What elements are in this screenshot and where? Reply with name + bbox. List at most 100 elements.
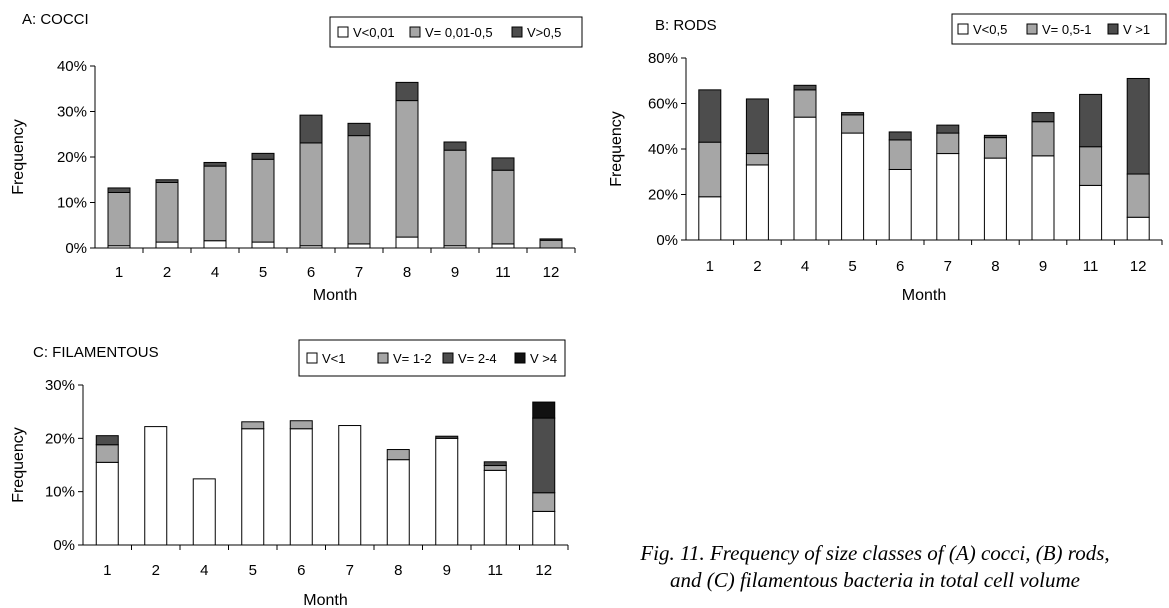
bar-segment [793, 89, 817, 118]
bar-segment [347, 135, 371, 245]
x-tick-label: 11 [495, 264, 511, 281]
x-tick-label: 6 [297, 562, 305, 579]
y-tick-label: 0% [656, 232, 678, 249]
bar-segment [983, 137, 1007, 159]
bar-segment [491, 157, 515, 171]
bar-segment [698, 196, 722, 241]
legend-swatch [337, 26, 349, 38]
y-tick-label: 80% [648, 50, 678, 67]
bar-segment [289, 428, 313, 546]
bar-segment [983, 134, 1007, 139]
bar-segment [888, 131, 912, 141]
y-tick-label: 20% [648, 187, 678, 204]
x-tick-label: 8 [991, 258, 999, 275]
y-tick-label: 30% [57, 104, 87, 121]
x-tick-label: 9 [443, 562, 451, 579]
bar-segment [338, 425, 362, 546]
bar-segment [395, 100, 419, 238]
x-tick-label: 7 [346, 562, 354, 579]
x-tick-label: 4 [211, 264, 219, 281]
y-tick-label: 20% [57, 149, 87, 166]
bar-segment [841, 132, 865, 241]
bar-segment [144, 426, 168, 546]
legend-swatch [306, 352, 318, 364]
legend: V<0,5 V= 0,5-1 V >1 [951, 13, 1167, 45]
bar-segment [1079, 184, 1103, 241]
legend-label: V<0,01 [353, 25, 395, 40]
bar-segment [251, 158, 275, 243]
bar-segment [936, 124, 960, 134]
legend-box [329, 16, 583, 48]
legend-label: V >4 [530, 351, 557, 366]
bar-segment [203, 165, 227, 242]
bar-segment [241, 428, 265, 546]
legend-swatch [1026, 23, 1038, 35]
bar-segment [155, 181, 179, 243]
bar-segment [532, 492, 556, 512]
y-tick-label: 60% [648, 96, 678, 113]
caption-line-2: and (C) filamentous bacteria in total ce… [669, 568, 1080, 592]
caption-line-1: Fig. 11. Frequency of size classes of (A… [640, 541, 1110, 565]
legend-box [951, 13, 1167, 45]
bar-segment [483, 469, 507, 546]
bar-segment [483, 461, 507, 467]
y-tick-label: 0% [53, 537, 75, 554]
bar-segment [1031, 112, 1055, 123]
x-tick-label: 1 [103, 562, 111, 579]
x-axis-label: Month [303, 592, 347, 608]
bar-segment [386, 449, 410, 461]
legend-label: V >1 [1123, 22, 1150, 37]
bar-segment [1079, 146, 1103, 186]
bar-segment [395, 236, 419, 249]
bar-segment [107, 187, 131, 193]
x-axis-label: Month [313, 287, 357, 304]
x-tick-label: 4 [801, 258, 809, 275]
x-tick-label: 5 [249, 562, 257, 579]
bar-segment [745, 98, 769, 155]
bar-segment [539, 239, 563, 249]
x-tick-label: 5 [848, 258, 856, 275]
bar-segment [203, 240, 227, 249]
legend: V<0,01 V= 0,01-0,5 V>0,5 [329, 16, 583, 48]
chart-title: A: COCCI [22, 11, 89, 28]
bar-segment [347, 122, 371, 137]
bar-segment [532, 510, 556, 546]
bar-segment [1126, 173, 1150, 218]
x-tick-label: 12 [1130, 258, 1147, 275]
bar-segment [386, 459, 410, 546]
legend-swatch [442, 352, 454, 364]
bar-segment [395, 81, 419, 102]
legend-swatch [1107, 23, 1119, 35]
legend-label: V= 2-4 [458, 351, 497, 366]
x-tick-label: 4 [200, 562, 208, 579]
x-tick-label: 6 [896, 258, 904, 275]
bar-segment [532, 401, 556, 419]
x-tick-label: 7 [944, 258, 952, 275]
bar-segment [289, 420, 313, 430]
bar-segment [192, 478, 216, 546]
chart-title: C: FILAMENTOUS [33, 344, 159, 361]
y-tick-label: 10% [45, 484, 75, 501]
y-tick-label: 30% [45, 377, 75, 394]
x-tick-label: 9 [1039, 258, 1047, 275]
y-tick-label: 0% [65, 240, 87, 257]
bar-segment [1126, 77, 1150, 175]
x-tick-label: 7 [355, 264, 363, 281]
bar-segment [155, 241, 179, 249]
figure-caption: Fig. 11. Frequency of size classes of (A… [580, 540, 1169, 594]
bar-segment [1079, 93, 1103, 148]
bar-segment [241, 421, 265, 430]
legend: V<1 V= 1-2 V= 2-4 V >4 [298, 339, 566, 377]
bar-segment [841, 112, 865, 116]
legend-swatch [514, 352, 526, 364]
x-tick-label: 9 [451, 264, 459, 281]
bar-segment [251, 152, 275, 160]
bar-segment [435, 435, 459, 439]
bar-segment [203, 161, 227, 167]
bar-segment [95, 435, 119, 446]
bar-segment [936, 153, 960, 241]
bar-segment [155, 179, 179, 183]
legend-label: V= 1-2 [393, 351, 432, 366]
bar-segment [299, 114, 323, 144]
